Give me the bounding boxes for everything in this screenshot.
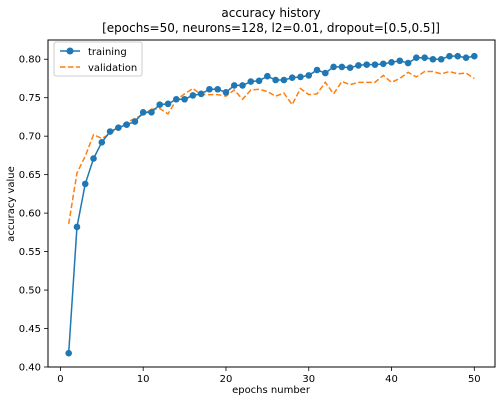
- training-point: [214, 85, 221, 93]
- training-point: [230, 82, 238, 89]
- y-tick-label: 0.40: [19, 363, 41, 374]
- training-point: [471, 52, 478, 60]
- x-axis-label: epochs number: [232, 385, 311, 396]
- training-point: [322, 69, 329, 77]
- plot-frame: [47, 39, 496, 368]
- training-point: [272, 76, 279, 84]
- training-point: [106, 128, 114, 135]
- y-axis-ticks: 0.40 0.45 0.50 0.55 0.60 0.65 0.70 0.75 0.80: [19, 55, 48, 374]
- series-training-line: [67, 55, 475, 354]
- training-point: [156, 101, 164, 108]
- legend-label-training: training: [88, 47, 127, 58]
- x-tick-label: 30: [302, 374, 315, 385]
- training-point: [396, 57, 404, 65]
- training-point: [313, 66, 321, 74]
- training-point: [206, 85, 213, 93]
- x-tick-label: 20: [220, 374, 233, 385]
- training-point: [148, 109, 155, 116]
- training-point: [413, 54, 420, 61]
- legend: training validation: [53, 41, 143, 77]
- x-tick-label: 50: [468, 374, 481, 385]
- training-point: [197, 90, 205, 98]
- training-point: [297, 73, 304, 81]
- y-axis-label: accuracy value: [6, 166, 17, 242]
- training-point: [379, 60, 387, 68]
- training-point: [305, 72, 313, 79]
- training-point: [255, 77, 263, 85]
- chart-subtitle: [epochs=50, neurons=128, l2=0.01, dropou…: [102, 21, 440, 35]
- training-point: [90, 155, 97, 162]
- legend-training-marker: [66, 47, 74, 55]
- training-point: [164, 100, 172, 108]
- training-point: [264, 72, 271, 80]
- x-tick-label: 40: [385, 374, 398, 385]
- training-point: [280, 76, 288, 84]
- training-point: [222, 89, 230, 96]
- training-point: [123, 121, 130, 128]
- training-point: [131, 118, 139, 125]
- y-tick-label: 0.55: [19, 247, 41, 258]
- training-point: [421, 54, 428, 61]
- training-point: [437, 55, 445, 63]
- training-point: [73, 223, 81, 231]
- training-point: [288, 74, 296, 81]
- training-point: [404, 59, 412, 67]
- series-group: [65, 52, 478, 357]
- y-tick-label: 0.75: [19, 93, 41, 104]
- training-point: [346, 64, 354, 71]
- training-point: [371, 61, 379, 68]
- y-tick-label: 0.60: [19, 209, 41, 220]
- training-point: [65, 349, 72, 357]
- training-point: [454, 52, 462, 60]
- training-point: [115, 124, 122, 132]
- training-point: [98, 139, 106, 146]
- y-tick-label: 0.45: [19, 324, 41, 335]
- x-axis-ticks: 0 10 20 30 40 50: [57, 367, 481, 385]
- training-point: [429, 55, 437, 63]
- training-point: [462, 54, 470, 61]
- legend-label-validation: validation: [88, 63, 137, 74]
- training-point: [363, 61, 370, 68]
- training-point: [173, 95, 180, 103]
- training-point: [446, 52, 453, 60]
- chart-title: accuracy history: [221, 6, 320, 20]
- training-point: [181, 95, 188, 103]
- training-point: [330, 63, 337, 71]
- training-point: [239, 82, 246, 89]
- training-point: [388, 59, 395, 66]
- training-point: [81, 180, 89, 188]
- y-tick-label: 0.70: [19, 132, 41, 143]
- training-point: [139, 109, 147, 116]
- y-tick-label: 0.65: [19, 170, 41, 181]
- y-tick-label: 0.50: [19, 286, 41, 297]
- training-point: [338, 63, 346, 71]
- x-tick-label: 10: [137, 374, 150, 385]
- training-point: [247, 78, 255, 85]
- training-point: [355, 62, 362, 69]
- x-tick-label: 0: [57, 374, 63, 385]
- y-tick-label: 0.80: [19, 55, 41, 66]
- training-point: [189, 92, 197, 99]
- series-validation-line: [67, 70, 475, 225]
